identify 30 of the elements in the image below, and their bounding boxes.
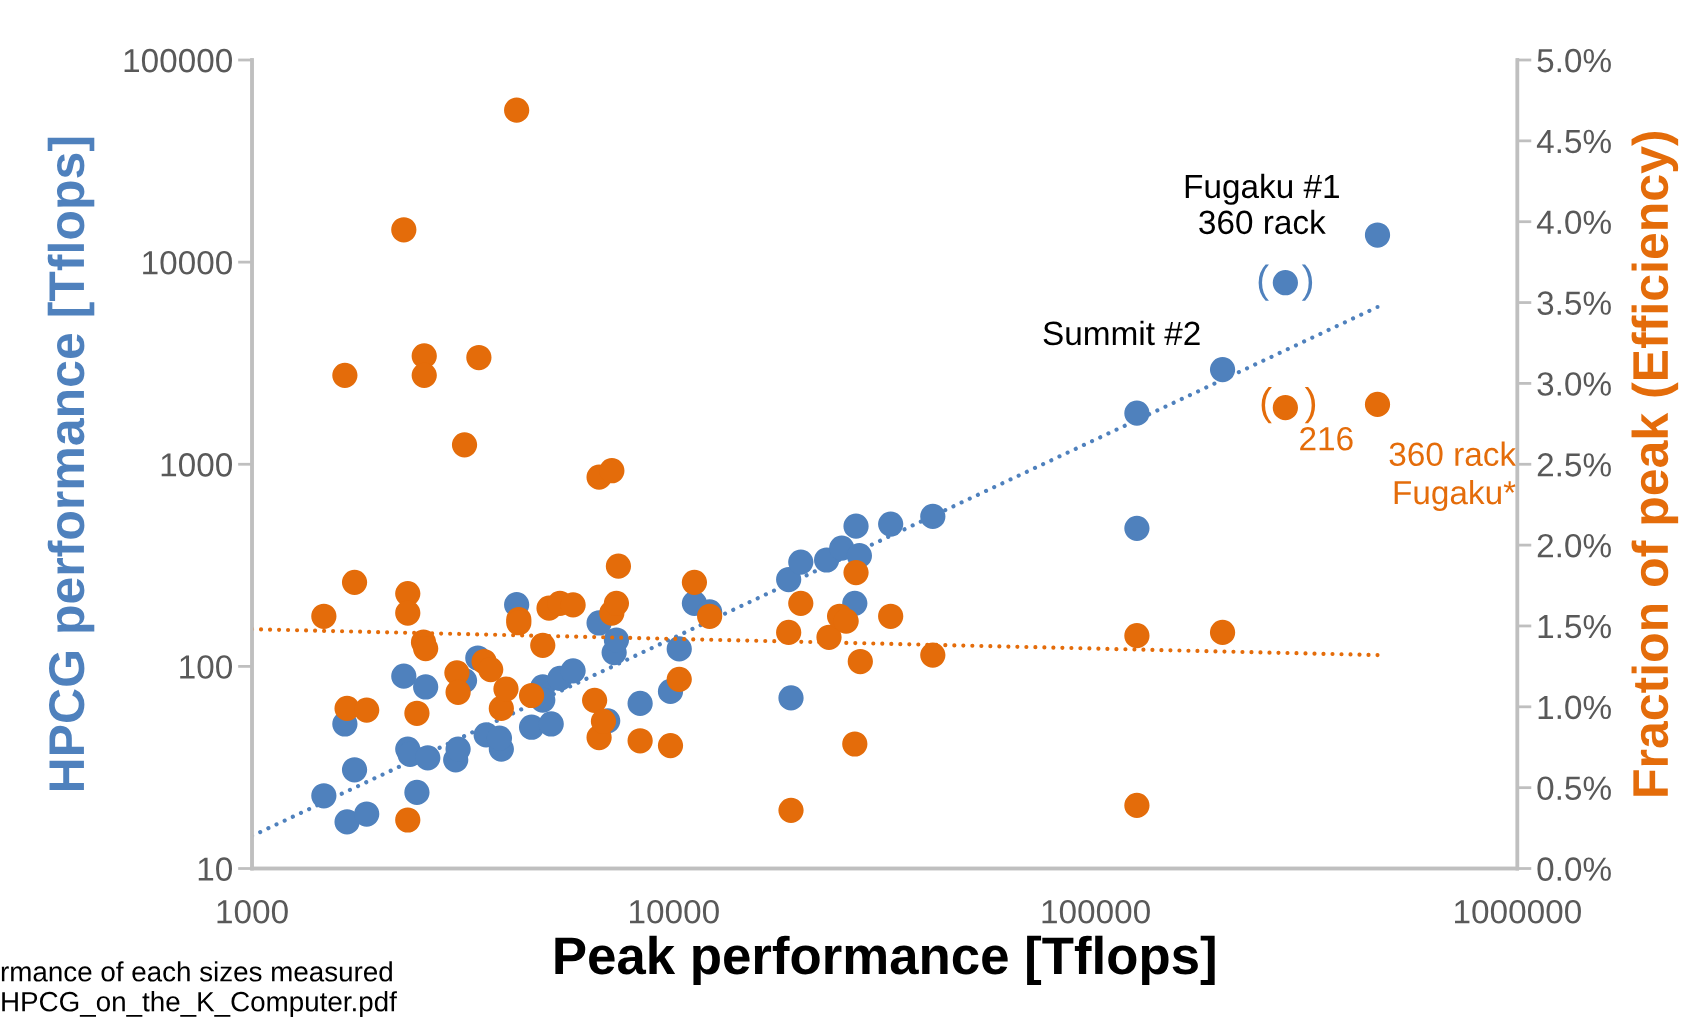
y2-tick-label: 1.5% xyxy=(1538,614,1611,639)
y2-tick-label: 0.0% xyxy=(1537,857,1611,881)
y-axis-title: HPCG performance [Tflops] xyxy=(47,137,95,791)
x-tick-label: 100000 xyxy=(1042,899,1150,924)
x-tick-label: 1000000 xyxy=(1455,899,1581,924)
x-axis-title: Peak performance [Tflops] xyxy=(555,935,1215,985)
y2-tick-label: 3.0% xyxy=(1537,372,1611,396)
y-tick-label: 100 xyxy=(180,655,232,679)
y2-tick-label: 4.0% xyxy=(1536,210,1611,235)
y-tick-label: 10000 xyxy=(143,250,232,275)
y-tick-label: 10 xyxy=(198,857,232,881)
annotation: Summit #2 xyxy=(1043,320,1200,346)
y2-tick-label: 2.0% xyxy=(1537,533,1611,558)
y2-tick-label: 1.0% xyxy=(1538,695,1611,720)
annotation: ( ) xyxy=(1258,264,1313,301)
annotation: ( ) xyxy=(1261,387,1316,424)
y2-tick-label: 0.5% xyxy=(1537,776,1611,801)
annotation: Fugaku #1 360 rack xyxy=(1185,173,1339,235)
y-tick-label: 1000 xyxy=(161,453,232,477)
y2-tick-label: 3.5% xyxy=(1537,291,1611,315)
y2-axis-title: Fraction of peak (Efficiency) xyxy=(1631,131,1679,796)
y-tick-label: 100000 xyxy=(124,48,232,73)
y2-tick-label: 2.5% xyxy=(1537,453,1611,477)
y2-tick-label: 4.5% xyxy=(1536,129,1611,154)
text: rmance of each sizes measured HPCG_on_the_K_Computer.pdf xyxy=(1,961,397,1017)
y2-tick-label: 5.0% xyxy=(1537,48,1611,73)
annotation: 360 rack Fugaku* xyxy=(1389,441,1517,512)
x-tick-label: 10000 xyxy=(630,899,719,924)
annotation: 216 xyxy=(1300,426,1353,451)
x-tick-label: 1000 xyxy=(217,899,288,924)
